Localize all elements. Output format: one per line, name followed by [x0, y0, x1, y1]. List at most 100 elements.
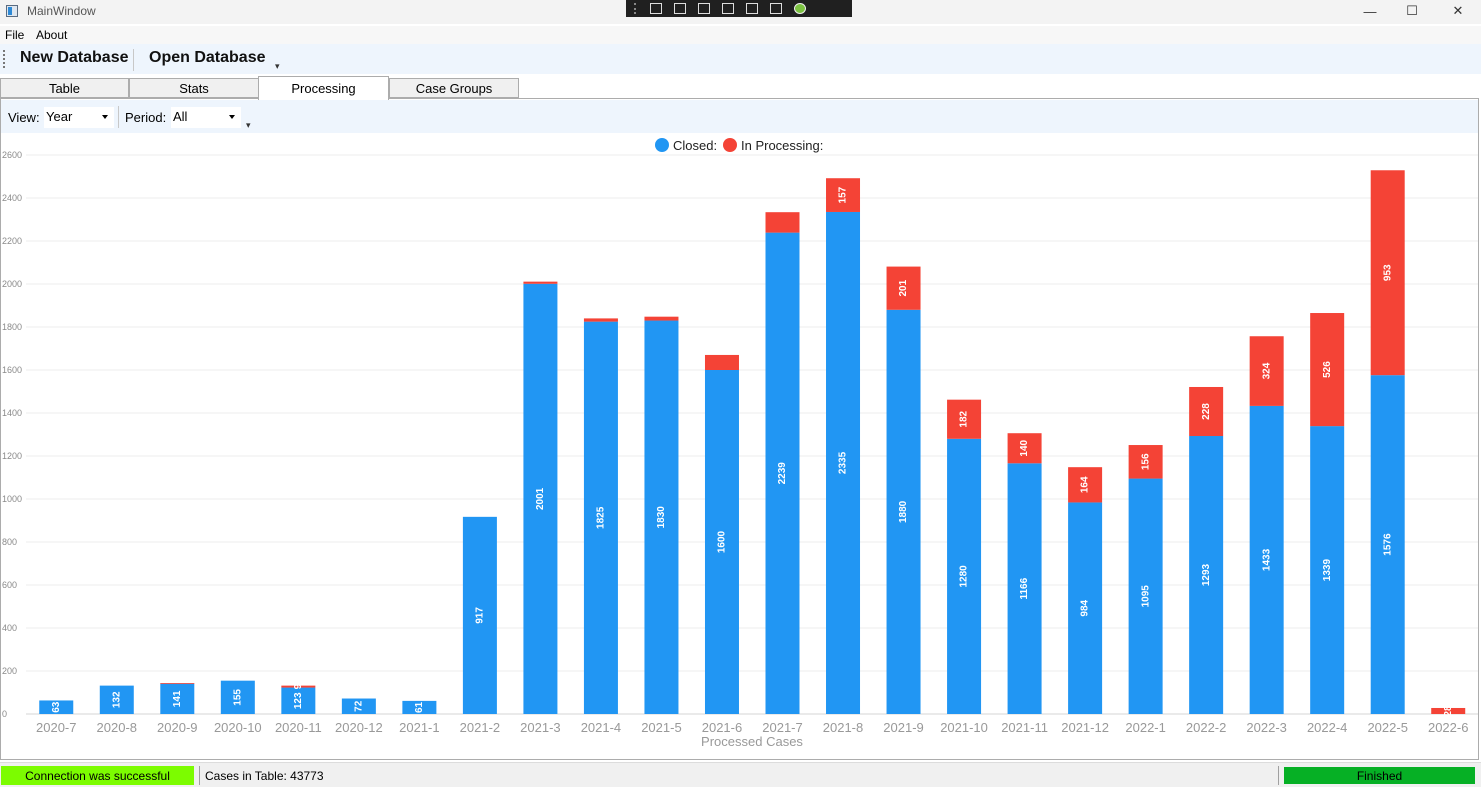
menu-file[interactable]: File	[5, 28, 25, 42]
data-label: 164	[1080, 476, 1091, 493]
data-label: 157	[838, 186, 849, 203]
viewbar-separator	[118, 106, 119, 128]
legend-label: In Processing:	[741, 138, 823, 153]
y-tick-label: 0	[2, 709, 7, 719]
y-tick-label: 1000	[2, 494, 22, 504]
data-label: 141	[172, 690, 183, 707]
y-tick-label: 2600	[2, 150, 22, 160]
processing-chart: 0 200 400 600 800 1000 1200 1400 1600 1800 2000 220…	[0, 133, 1481, 753]
x-tick-label: 2021-1	[399, 720, 439, 735]
maximize-button[interactable]: ☐	[1406, 3, 1418, 18]
x-tick-label: 2022-6	[1428, 720, 1468, 735]
menu-bar: File About	[0, 26, 1481, 44]
data-label: 1280	[959, 565, 970, 588]
connection-status: Connection was successful	[1, 766, 194, 785]
x-tick-label: 2021-7	[762, 720, 802, 735]
bar-segment	[1068, 502, 1103, 714]
region-select-icon[interactable]	[746, 3, 758, 14]
data-label: 182	[959, 410, 970, 427]
bar-segment	[644, 316, 679, 321]
y-tick-label: 1400	[2, 408, 22, 418]
bar-segment	[39, 700, 74, 714]
bar-segment	[220, 680, 255, 714]
bar-segment	[1128, 445, 1163, 479]
y-tick-label: 200	[2, 666, 17, 676]
grip-icon[interactable]	[634, 3, 638, 14]
data-label: 1576	[1382, 533, 1393, 556]
data-label: 2239	[777, 462, 788, 485]
y-tick-label: 400	[2, 623, 17, 633]
period-select[interactable]: All	[171, 107, 241, 128]
y-tick-label: 2400	[2, 193, 22, 203]
y-tick-label: 2200	[2, 236, 22, 246]
y-tick-label: 2000	[2, 279, 22, 289]
data-label: 2335	[838, 451, 849, 474]
x-tick-label: 2021-2	[460, 720, 500, 735]
open-database-button[interactable]: Open Database	[149, 49, 266, 66]
y-tick-label: 600	[2, 580, 17, 590]
bar-segment	[704, 370, 739, 714]
window-select-icon[interactable]	[722, 3, 734, 14]
toolbar-grip-icon[interactable]	[3, 50, 7, 68]
close-button[interactable]: ✕	[1452, 3, 1464, 18]
bar-segment	[462, 516, 497, 714]
data-label: 140	[1019, 439, 1030, 456]
minimize-button[interactable]: —	[1363, 3, 1377, 19]
status-bar: Connection was successful Cases in Table…	[0, 762, 1481, 787]
data-label: 324	[1261, 362, 1272, 379]
bar-segment	[947, 438, 982, 714]
bar-segment	[583, 318, 618, 322]
bar-segment	[1068, 467, 1103, 503]
screenshot-icon[interactable]	[650, 3, 662, 14]
period-label: Period:	[125, 110, 167, 125]
x-tick-label: 2021-8	[823, 720, 863, 735]
data-label: 526	[1322, 361, 1333, 378]
toolbar-overflow-icon[interactable]: ▾	[275, 61, 280, 71]
status-separator	[199, 766, 200, 785]
data-label: 1880	[898, 500, 909, 523]
y-tick-label: 1800	[2, 322, 22, 332]
data-label: 2001	[535, 487, 546, 510]
legend-marker	[655, 138, 669, 152]
viewbar-overflow-icon[interactable]: ▾	[246, 120, 251, 130]
x-tick-label: 2021-9	[883, 720, 923, 735]
menu-about[interactable]: About	[36, 28, 68, 42]
bar-segment	[1249, 336, 1284, 406]
share-icon[interactable]	[770, 3, 782, 14]
x-tick-label: 2021-11	[1001, 720, 1048, 735]
record-icon[interactable]	[674, 3, 686, 14]
tab-processing[interactable]: Processing	[258, 76, 389, 100]
bar-segment	[1370, 375, 1405, 714]
cursor-icon[interactable]	[698, 3, 710, 14]
bar-segment	[341, 698, 376, 714]
bar-segment	[160, 683, 195, 684]
y-tick-label: 1200	[2, 451, 22, 461]
data-label: 9	[293, 683, 304, 689]
new-database-button[interactable]: New Database	[20, 49, 129, 66]
bar-segment	[826, 211, 861, 714]
view-select-value: Year	[46, 109, 73, 124]
x-tick-label: 2021-4	[581, 720, 621, 735]
view-select[interactable]: Year	[44, 107, 114, 128]
progress-bar: Finished	[1284, 767, 1475, 784]
bar-segment	[281, 685, 316, 688]
bar-segment	[1189, 436, 1224, 714]
data-label: 1825	[596, 506, 607, 529]
x-tick-label: 2022-2	[1186, 720, 1226, 735]
legend-label: Closed:	[673, 138, 717, 153]
bar-segment	[523, 283, 558, 714]
check-icon[interactable]	[794, 3, 806, 14]
data-label: 1339	[1322, 558, 1333, 581]
tab-stats[interactable]: Stats	[129, 78, 259, 98]
x-tick-label: 2022-5	[1367, 720, 1407, 735]
snipping-toolbar[interactable]	[626, 0, 852, 17]
x-tick-label: 2022-1	[1125, 720, 1165, 735]
bar-segment	[704, 354, 739, 370]
bar-segment	[1310, 426, 1345, 714]
tab-table[interactable]: Table	[0, 78, 129, 98]
x-tick-label: 2020-7	[36, 720, 76, 735]
chevron-down-icon	[229, 115, 235, 119]
x-tick-label: 2022-4	[1307, 720, 1347, 735]
data-label: 156	[1140, 453, 1151, 470]
tab-case-groups[interactable]: Case Groups	[389, 78, 519, 98]
